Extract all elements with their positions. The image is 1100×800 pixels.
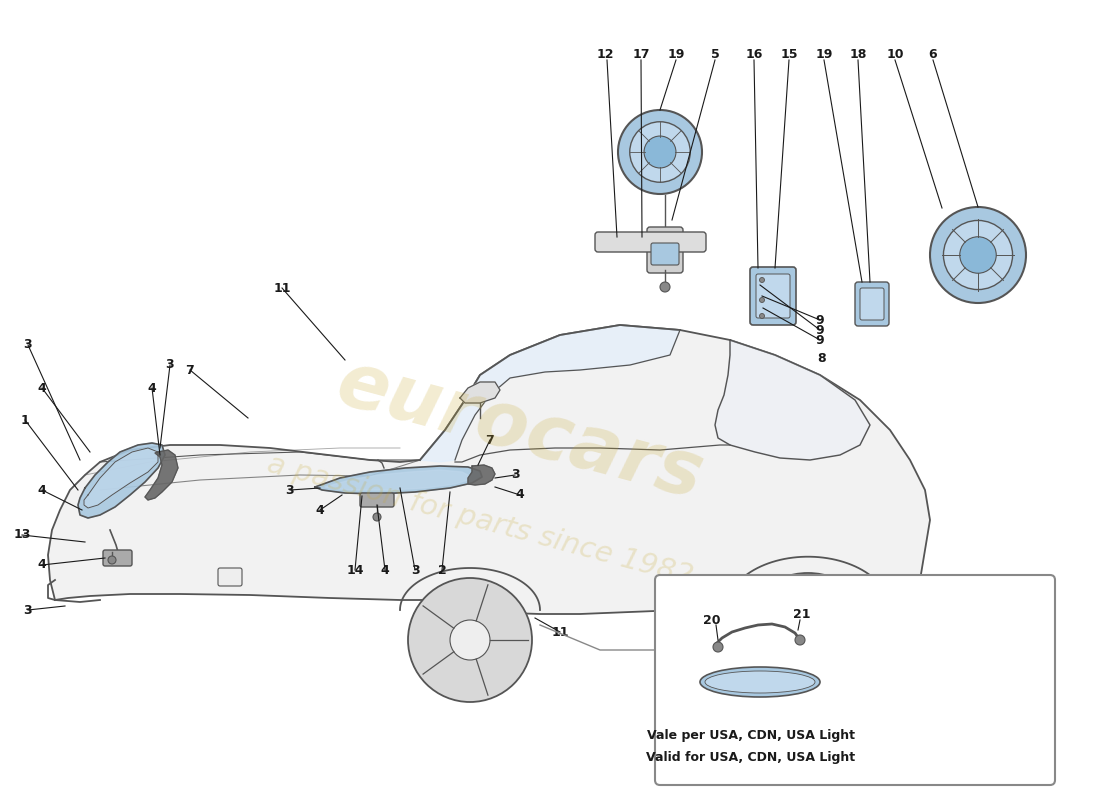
FancyBboxPatch shape	[756, 274, 790, 318]
Circle shape	[944, 221, 1013, 290]
Circle shape	[450, 620, 490, 660]
Text: 20: 20	[703, 614, 720, 626]
FancyBboxPatch shape	[103, 550, 132, 566]
Text: 4: 4	[147, 382, 156, 394]
Polygon shape	[460, 382, 500, 403]
FancyBboxPatch shape	[855, 282, 889, 326]
Ellipse shape	[705, 671, 815, 693]
Polygon shape	[468, 465, 495, 485]
Text: 4: 4	[316, 503, 324, 517]
Text: 7: 7	[186, 363, 195, 377]
Ellipse shape	[700, 667, 820, 697]
Text: a passion for parts since 1982: a passion for parts since 1982	[264, 450, 696, 590]
Text: 13: 13	[13, 529, 31, 542]
Text: 3: 3	[286, 483, 295, 497]
FancyBboxPatch shape	[750, 267, 796, 325]
Text: 11: 11	[273, 282, 290, 294]
Text: 5: 5	[711, 49, 719, 62]
Text: 1: 1	[21, 414, 30, 426]
FancyBboxPatch shape	[218, 568, 242, 586]
Text: 9: 9	[816, 334, 824, 346]
Circle shape	[713, 642, 723, 652]
Circle shape	[759, 278, 764, 282]
Polygon shape	[420, 325, 680, 462]
Circle shape	[618, 110, 702, 194]
FancyBboxPatch shape	[651, 243, 679, 265]
Circle shape	[795, 635, 805, 645]
Circle shape	[759, 298, 764, 302]
Text: 18: 18	[849, 49, 867, 62]
Circle shape	[630, 122, 690, 182]
Text: 3: 3	[24, 338, 32, 351]
Text: 3: 3	[24, 603, 32, 617]
Text: 9: 9	[816, 314, 824, 326]
Polygon shape	[145, 450, 178, 500]
Polygon shape	[78, 443, 165, 518]
Text: 3: 3	[510, 469, 519, 482]
Circle shape	[408, 578, 532, 702]
Text: 7: 7	[485, 434, 494, 446]
Text: eurocars: eurocars	[329, 346, 712, 514]
Text: Valid for USA, CDN, USA Light: Valid for USA, CDN, USA Light	[646, 751, 855, 765]
Text: 16: 16	[746, 49, 762, 62]
Circle shape	[373, 513, 381, 521]
Polygon shape	[715, 340, 870, 460]
FancyBboxPatch shape	[360, 493, 394, 507]
Circle shape	[736, 573, 880, 717]
Text: 15: 15	[780, 49, 798, 62]
Text: 9: 9	[816, 323, 824, 337]
Polygon shape	[324, 470, 470, 490]
FancyBboxPatch shape	[595, 232, 706, 252]
Text: 4: 4	[516, 489, 525, 502]
Text: Vale per USA, CDN, USA Light: Vale per USA, CDN, USA Light	[647, 729, 855, 742]
FancyBboxPatch shape	[860, 288, 884, 320]
Text: 3: 3	[410, 563, 419, 577]
Text: 3: 3	[166, 358, 174, 371]
Circle shape	[660, 282, 670, 292]
Text: 14: 14	[346, 563, 364, 577]
Circle shape	[960, 237, 997, 274]
Circle shape	[759, 314, 764, 318]
FancyBboxPatch shape	[647, 227, 683, 273]
Text: 12: 12	[596, 49, 614, 62]
Text: 19: 19	[668, 49, 684, 62]
Text: 19: 19	[815, 49, 833, 62]
Polygon shape	[48, 325, 929, 620]
Circle shape	[108, 556, 115, 564]
Text: 4: 4	[381, 563, 389, 577]
Circle shape	[644, 136, 676, 168]
FancyBboxPatch shape	[654, 575, 1055, 785]
Text: 4: 4	[37, 382, 46, 394]
Circle shape	[930, 207, 1026, 303]
Circle shape	[786, 623, 830, 667]
Text: 4: 4	[37, 558, 46, 571]
Polygon shape	[84, 448, 158, 508]
Text: 10: 10	[887, 49, 904, 62]
Text: 6: 6	[928, 49, 937, 62]
Polygon shape	[315, 466, 482, 494]
Text: 2: 2	[438, 563, 447, 577]
Text: 4: 4	[37, 483, 46, 497]
Text: 21: 21	[793, 609, 811, 622]
Text: 17: 17	[632, 49, 650, 62]
Text: 11: 11	[551, 626, 569, 638]
Text: 8: 8	[817, 351, 826, 365]
